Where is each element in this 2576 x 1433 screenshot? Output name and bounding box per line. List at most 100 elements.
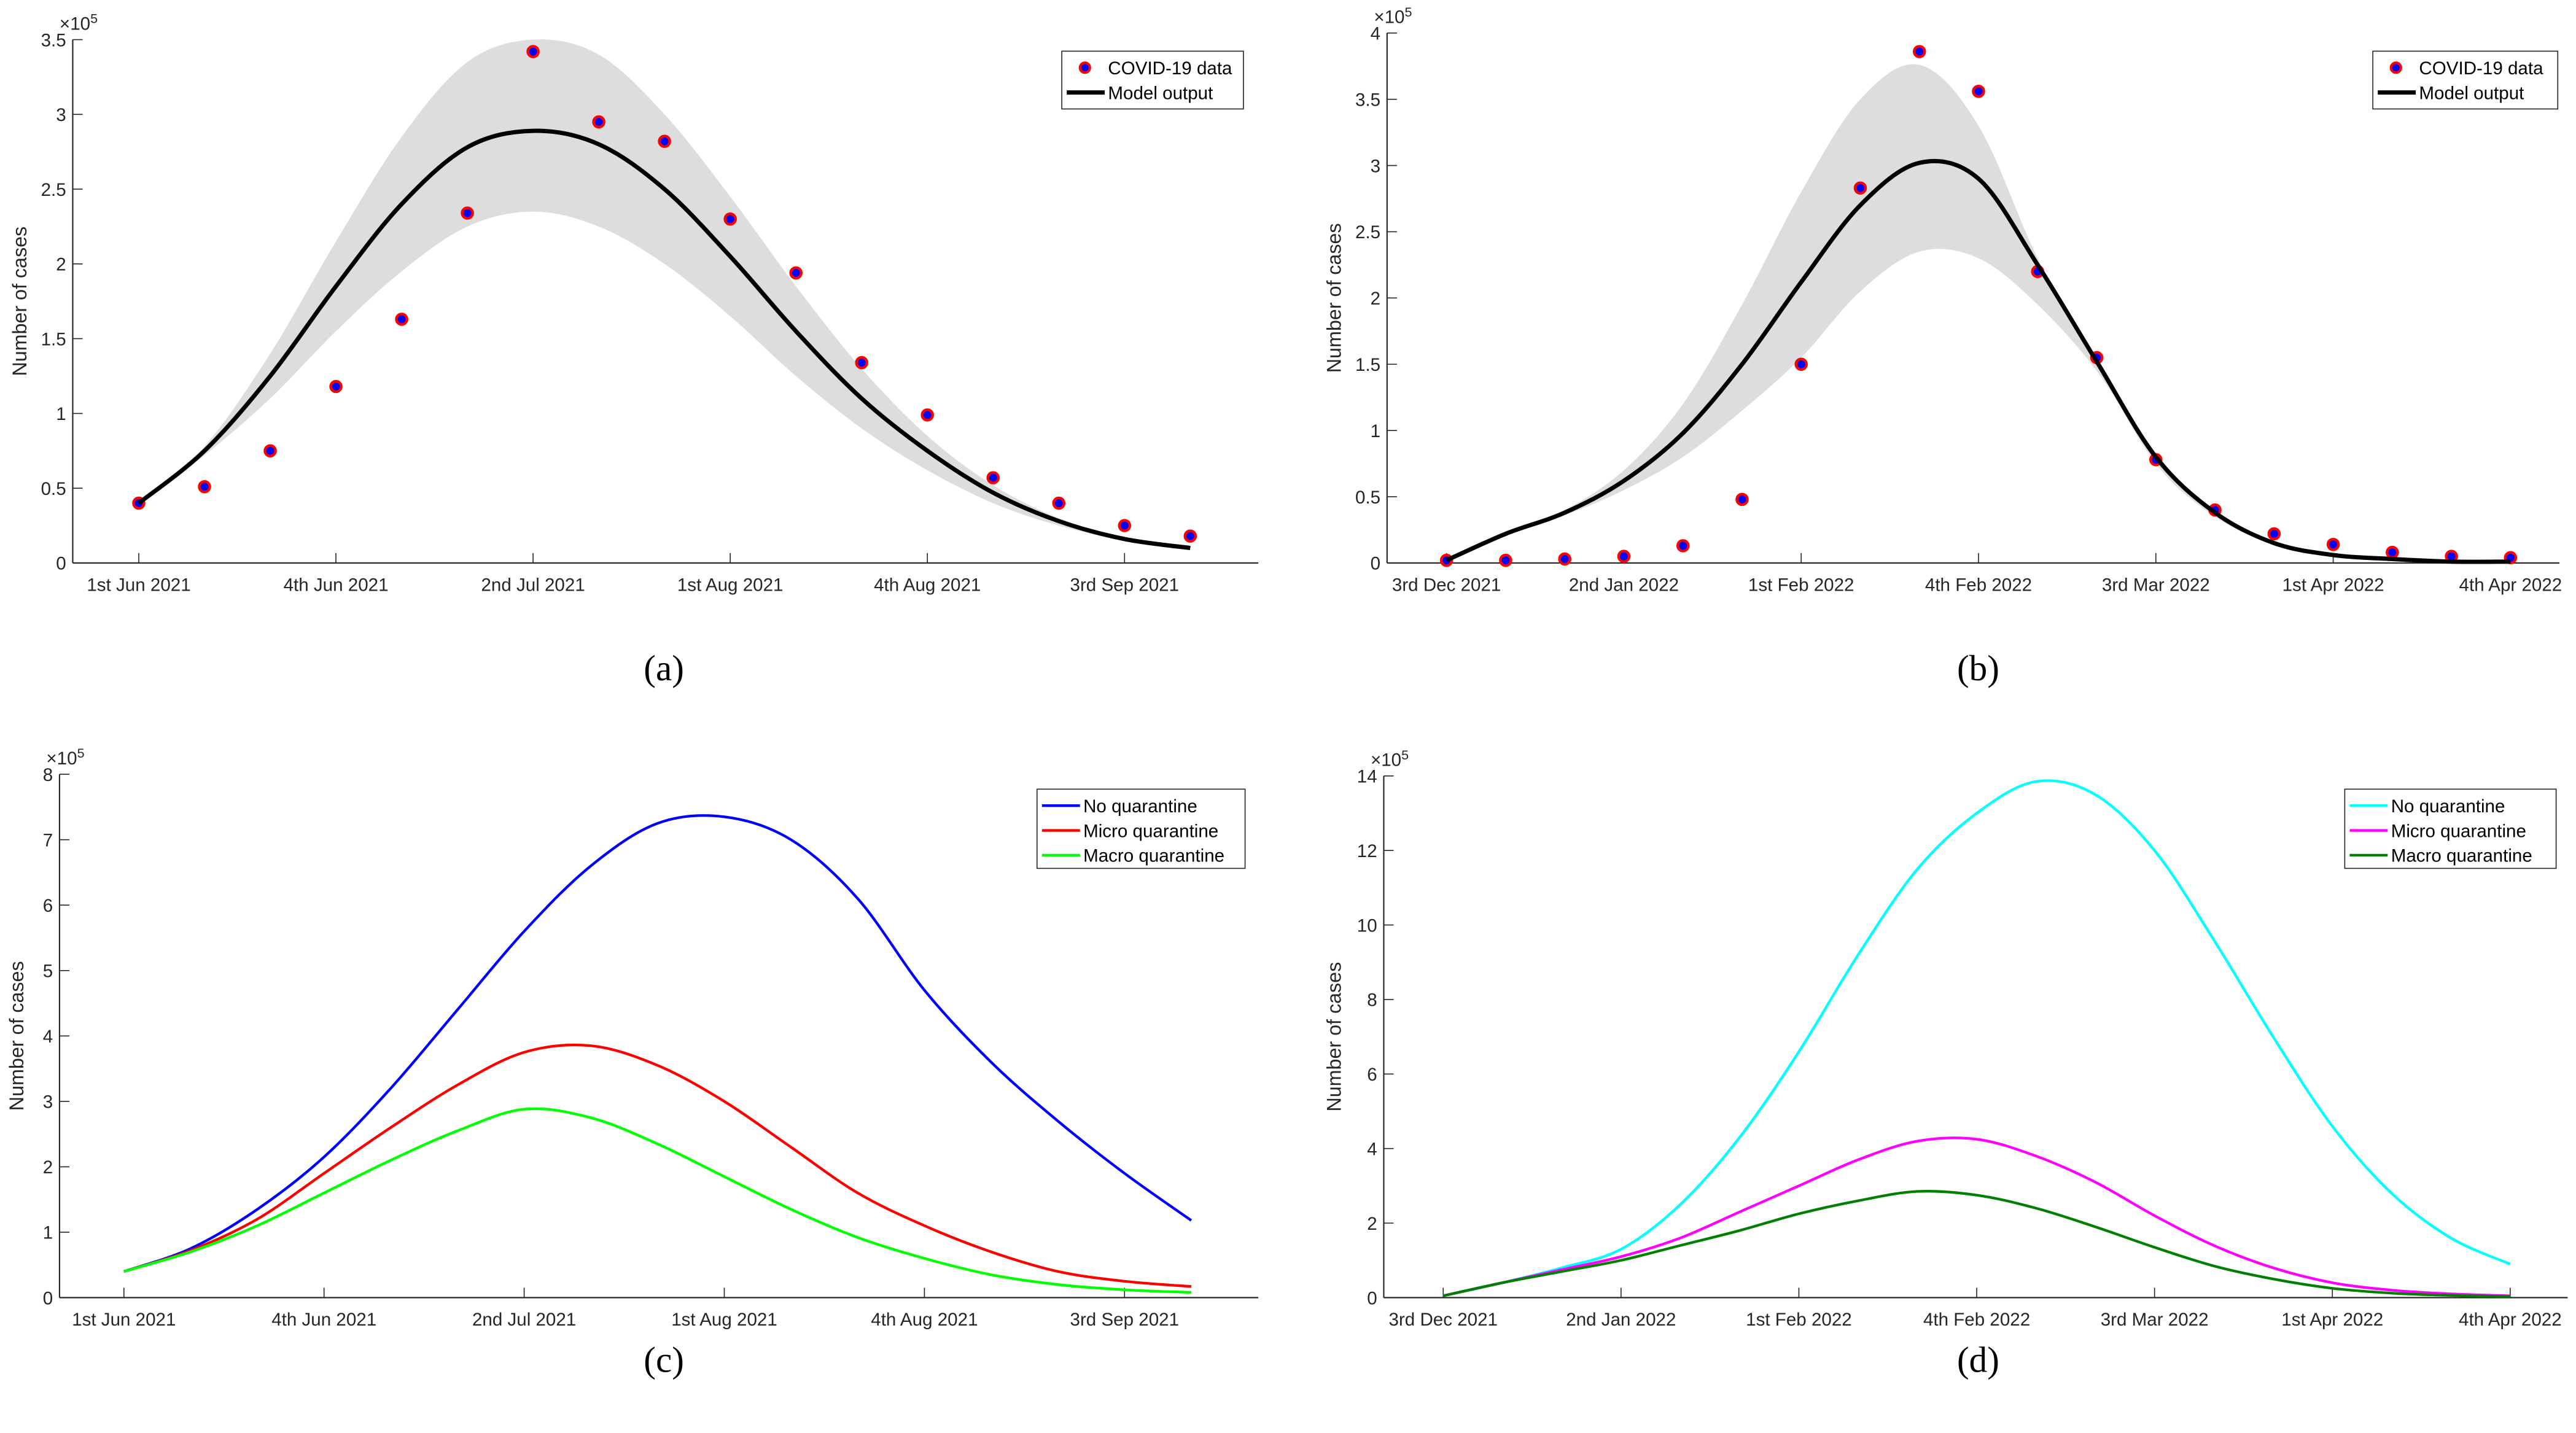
data-point [263,444,277,458]
legend-marker [1078,61,1091,74]
x-tick-label: 1st Jun 2021 [87,575,190,596]
y-tick-label: 2 [56,255,66,275]
data-point [2386,545,2399,559]
data-point [1912,45,1926,58]
data-point [1558,552,1571,566]
data-point [723,212,737,226]
y-exponent: ×105 [46,746,84,769]
x-tick-label: 2nd Jan 2022 [1569,575,1679,596]
legend-label: Micro quarantine [1083,821,1218,841]
y-exponent-power: 5 [77,746,85,761]
data-point [1853,181,1867,195]
y-tick-label: 7 [43,830,53,850]
data-point [986,471,1000,484]
y-tick-label: 3 [56,105,66,125]
y-tick-label: 1.5 [41,329,66,349]
y-tick-label: 6 [1367,1065,1377,1085]
y-tick-label: 4 [43,1027,53,1047]
series-line-no-quarantine [1442,779,2511,1297]
data-point [1735,492,1749,507]
legend-label: No quarantine [1083,796,1197,817]
y-axis-label: Number of cases [6,961,28,1111]
legend-label: Macro quarantine [2391,846,2532,866]
y-tick-label: 6 [43,896,53,916]
legend: COVID-19 data Model output [2372,50,2559,110]
data-point [1052,496,1066,510]
y-tick-label: 2 [43,1157,53,1178]
x-tick-label: 4th Jun 2021 [271,1310,376,1330]
series-line-no-quarantine [123,814,1193,1273]
series-line-micro-quarantine [1442,1136,2510,1297]
x-tick-label: 4th Aug 2021 [874,575,981,596]
y-exponent: ×105 [1371,748,1409,771]
panel-caption: (d) [1957,1340,1999,1380]
y-axis-label: Number of cases [1323,962,1345,1112]
data-point [1118,519,1132,532]
y-tick-label: 8 [1367,990,1377,1011]
series-line-micro-quarantine [123,1043,1192,1288]
data-point [1183,529,1197,543]
y-tick-label: 14 [1357,767,1377,787]
legend-marker [2389,61,2402,74]
y-tick-label: 1 [1371,421,1380,441]
x-tick-label: 3rd Sep 2021 [1070,1310,1180,1330]
panel-caption: (c) [644,1340,684,1380]
data-point [592,115,605,129]
y-tick-label: 2.5 [41,180,66,200]
legend-label: Micro quarantine [2391,821,2526,841]
y-tick-label: 2 [1367,1214,1377,1234]
x-tick-label: 3rd Sep 2021 [1070,575,1180,596]
y-tick-label: 0.5 [41,479,66,499]
y-tick-label: 3 [43,1092,53,1113]
legend-label: Model output [2419,83,2524,103]
legend-label: Model output [1108,83,1213,103]
x-tick-label: 4th Feb 2022 [1923,1310,2030,1330]
x-tick-label: 3rd Dec 2021 [1392,575,1501,596]
data-point [855,355,868,370]
data-point [1676,539,1690,553]
y-tick-label: 3.5 [41,30,66,50]
y-tick-label: 0 [1367,1288,1377,1308]
x-tick-label: 4th Jun 2021 [284,575,389,596]
data-point [395,313,408,326]
x-tick-label: 3rd Mar 2022 [2101,1310,2209,1330]
chart-panel-b: 0 0.5 1 1.5 2 2.5 3 3.5 4 3rd Dec 2021 2nd Jan 202… [1323,5,2562,688]
y-tick-label: 3.5 [1355,90,1380,110]
y-tick-label: 1 [56,404,66,424]
data-point [1972,84,1985,98]
x-tick-label: 1st Feb 2022 [1748,575,1854,596]
panel-caption: (b) [1957,648,1999,688]
x-tick-label: 4th Apr 2022 [2459,1310,2562,1330]
x-tick-label: 1st Apr 2022 [2281,1310,2383,1330]
data-point [658,134,671,148]
y-tick-label: 0.5 [1355,487,1380,508]
y-exponent-power: 5 [1404,5,1412,20]
series-line-macro-quarantine [123,1107,1192,1294]
x-tick-label: 4th Apr 2022 [2459,575,2562,596]
y-tick-label: 1 [43,1223,53,1243]
x-tick-label: 3rd Dec 2021 [1389,1310,1498,1330]
y-exponent-power: 5 [90,12,98,26]
data-point [2326,537,2340,551]
confidence-band [138,39,1191,548]
data-point [1617,550,1631,563]
x-tick-label: 2nd Jul 2021 [472,1310,576,1330]
data-point [329,379,343,394]
y-tick-label: 0 [1371,554,1380,574]
x-tick-label: 1st Apr 2022 [2282,575,2384,596]
x-tick-label: 3rd Mar 2022 [2102,575,2210,596]
y-exponent: ×105 [60,12,98,34]
legend: COVID-19 data Model output [1061,50,1244,110]
y-tick-label: 8 [43,765,53,785]
y-tick-label: 0 [43,1288,53,1308]
y-tick-label: 4 [1371,24,1380,44]
y-tick-label: 0 [56,554,66,574]
data-point [461,206,474,220]
y-tick-label: 4 [1367,1139,1377,1159]
legend-label: No quarantine [2391,796,2505,817]
x-tick-label: 4th Feb 2022 [1925,575,2032,596]
legend: No quarantine Micro quarantine Macro quara… [2344,788,2557,869]
y-tick-label: 3 [1371,156,1380,176]
chart-panel-d: 0 2 4 6 8 10 12 14 3rd Dec 2021 2nd Jan 2022 1st F… [1323,748,2568,1380]
